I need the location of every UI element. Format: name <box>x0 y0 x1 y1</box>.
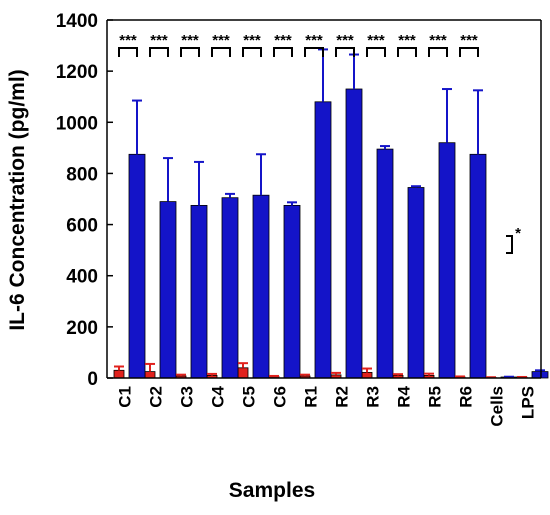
significance-label-c2: *** <box>150 32 168 49</box>
significance-label-c3: *** <box>181 32 199 49</box>
significance-label-r3: *** <box>367 32 385 49</box>
significance-label-r2: *** <box>336 32 354 49</box>
y-tick-label-800: 800 <box>66 164 98 185</box>
y-tick-label-400: 400 <box>66 267 98 288</box>
significance-label-cells-lps: * <box>515 225 521 242</box>
axes-layer <box>106 19 542 379</box>
significance-label-c1: *** <box>119 32 137 49</box>
y-tick-label-200: 200 <box>66 318 98 339</box>
red-bar-c2 <box>144 371 156 379</box>
blue-bar-c5 <box>252 194 270 379</box>
y-tick-label-1400: 1400 <box>56 11 98 32</box>
significance-bracket-r4 <box>397 47 417 57</box>
x-category-label-c6: C6 <box>271 386 290 408</box>
significance-label-r5: *** <box>429 32 447 49</box>
significance-label-c5: *** <box>243 32 261 49</box>
significance-label-r4: *** <box>398 32 416 49</box>
x-category-label-r1: R1 <box>302 386 321 408</box>
red-bar-c5 <box>237 367 249 379</box>
significance-bracket-r2 <box>335 47 355 57</box>
y-axis-title: IL-6 Concentration (pg/ml) <box>6 69 29 330</box>
significance-label-c4: *** <box>212 32 230 49</box>
significance-bracket-c3 <box>180 47 200 57</box>
blue-bar-c1 <box>128 153 146 379</box>
x-category-label-r3: R3 <box>364 386 383 408</box>
red-bar-r3 <box>361 371 373 379</box>
blue-bar-r3 <box>376 148 394 379</box>
y-tick-label-600: 600 <box>66 216 98 237</box>
significance-label-r1: *** <box>305 32 323 49</box>
blue-bar-c6 <box>283 204 301 379</box>
significance-bracket-c2 <box>149 47 169 57</box>
x-category-label-c4: C4 <box>209 385 228 407</box>
y-tick-label-0: 0 <box>87 369 98 390</box>
x-category-label-lps: LPS <box>519 386 538 419</box>
significance-bracket-c6 <box>273 47 293 57</box>
x-category-label-c3: C3 <box>178 386 197 408</box>
x-axis-title: Samples <box>229 479 315 502</box>
blue-bar-r6 <box>469 153 487 379</box>
y-tick-label-1200: 1200 <box>56 62 98 83</box>
significance-bracket-c4 <box>211 47 231 57</box>
significance-bracket-c1 <box>118 47 138 57</box>
blue-bar-c3 <box>190 204 208 379</box>
significance-bracket-c5 <box>242 47 262 57</box>
significance-label-c6: *** <box>274 32 292 49</box>
significance-bracket-r1 <box>304 47 324 57</box>
x-category-label-cells: Cells <box>488 386 507 427</box>
significance-bracket-cells-lps <box>506 235 513 254</box>
labels-layer: 0 200 400 600 800 1000 1200 1400 C1 C2 C3 C4 C5 C6 R1 R… <box>56 11 538 427</box>
red-bar-c1 <box>113 369 125 379</box>
bars-layer <box>113 88 549 379</box>
significance-bracket-r6 <box>459 47 479 57</box>
x-category-label-c1: C1 <box>116 386 135 408</box>
significance-bracket-r5 <box>428 47 448 57</box>
x-category-label-r6: R6 <box>457 386 476 408</box>
blue-bar-r4 <box>407 187 425 379</box>
error-bars-layer <box>114 48 545 379</box>
x-category-label-r4: R4 <box>395 385 414 407</box>
blue-bar-lps <box>531 371 549 379</box>
significance-layer: *** *** *** *** *** *** *** *** *** *** *** **** <box>118 32 521 254</box>
blue-bar-r5 <box>438 142 456 379</box>
x-category-label-r5: R5 <box>426 386 445 408</box>
blue-bar-r2 <box>345 88 363 379</box>
x-category-label-c2: C2 <box>147 386 166 408</box>
significance-bracket-r3 <box>366 47 386 57</box>
blue-bar-c4 <box>221 197 239 379</box>
y-tick-label-1000: 1000 <box>56 113 98 134</box>
x-category-label-r2: R2 <box>333 386 352 408</box>
blue-bar-r1 <box>314 101 332 379</box>
blue-bar-c2 <box>159 201 177 379</box>
x-category-label-c5: C5 <box>240 386 259 408</box>
significance-label-r6: *** <box>460 32 478 49</box>
